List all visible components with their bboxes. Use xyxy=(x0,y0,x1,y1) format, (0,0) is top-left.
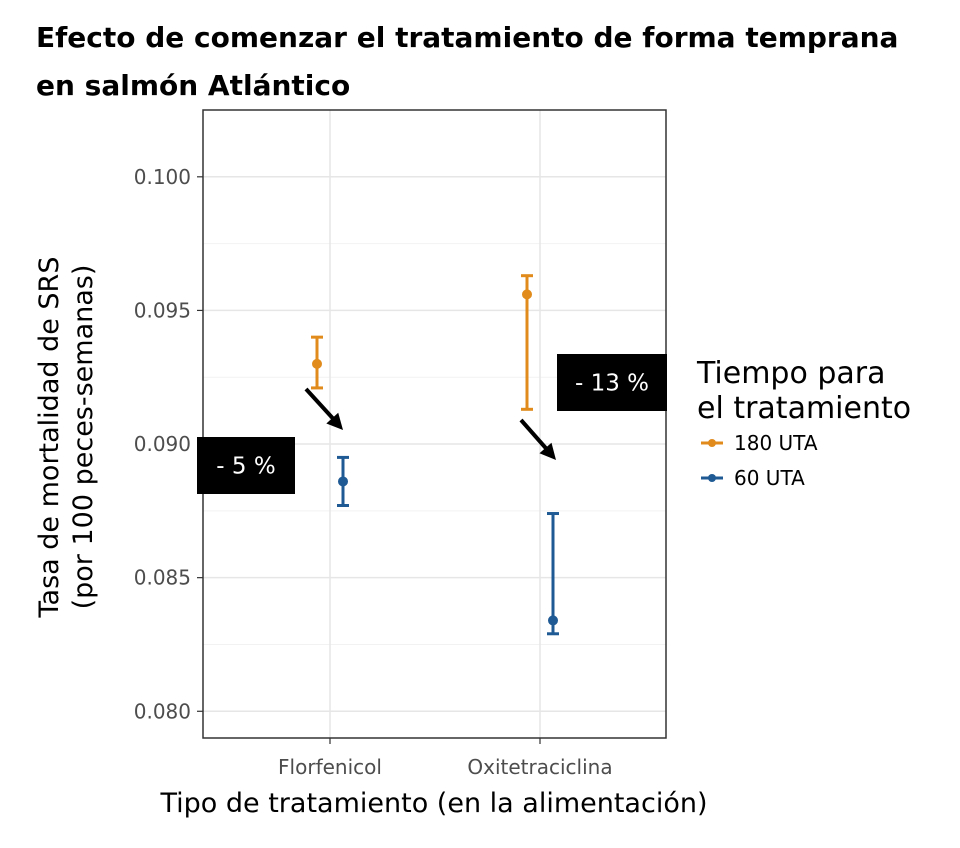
axis-layer: 0.080 0.085 0.090 0.095 0.100 Florfenicol Oxit… xyxy=(134,165,613,779)
chart-title-line-1: Efecto de comenzar el tratamiento de for… xyxy=(36,21,899,54)
y-axis-title-line-1: Tasa de mortalidad de SRS xyxy=(34,257,65,619)
legend-key-point xyxy=(708,439,716,447)
y-axis-title-line-2: (por 100 peces-semanas) xyxy=(68,265,99,610)
data-point xyxy=(522,289,532,300)
data-point xyxy=(338,476,348,487)
annotation-label: - 13 % xyxy=(575,371,649,397)
marks-layer xyxy=(311,274,559,636)
y-axis-title: Tasa de mortalidad de SRS (por 100 peces… xyxy=(34,257,99,619)
x-tick-label: Oxitetraciclina xyxy=(467,755,612,779)
plot-panel-border xyxy=(202,109,667,739)
y-tick-label: 0.085 xyxy=(134,566,191,590)
legend-title-line-1: Tiempo para xyxy=(696,356,886,391)
grid-layer xyxy=(203,110,666,738)
annotation-box xyxy=(557,354,667,411)
legend: Tiempo para el tratamiento 180 UTA 60 UTA xyxy=(696,356,911,490)
data-point xyxy=(548,615,558,626)
legend-label: 180 UTA xyxy=(734,431,818,455)
legend-label: 60 UTA xyxy=(734,466,805,490)
x-tick-label: Florfenicol xyxy=(278,755,382,779)
annotation-arrow-head xyxy=(326,412,343,430)
chart-title-line-2: en salmón Atlántico xyxy=(36,69,351,102)
y-tick-label: 0.080 xyxy=(134,699,191,723)
annotation-arrow-head xyxy=(539,442,556,460)
y-tick-label: 0.100 xyxy=(134,165,191,189)
chart-title: Efecto de comenzar el tratamiento de for… xyxy=(36,14,936,110)
x-axis-title: Tipo de tratamiento (en la alimentación) xyxy=(159,788,707,819)
data-point xyxy=(312,358,322,369)
legend-items: 180 UTA 60 UTA xyxy=(701,431,818,490)
annotation-layer: - 5 % - 13 % xyxy=(197,354,667,494)
legend-key-point xyxy=(708,474,716,482)
y-tick-label: 0.090 xyxy=(134,432,191,456)
legend-title-line-2: el tratamiento xyxy=(697,391,911,426)
annotation-label: - 5 % xyxy=(216,454,275,480)
y-tick-label: 0.095 xyxy=(134,298,191,322)
annotation-box xyxy=(197,437,295,494)
